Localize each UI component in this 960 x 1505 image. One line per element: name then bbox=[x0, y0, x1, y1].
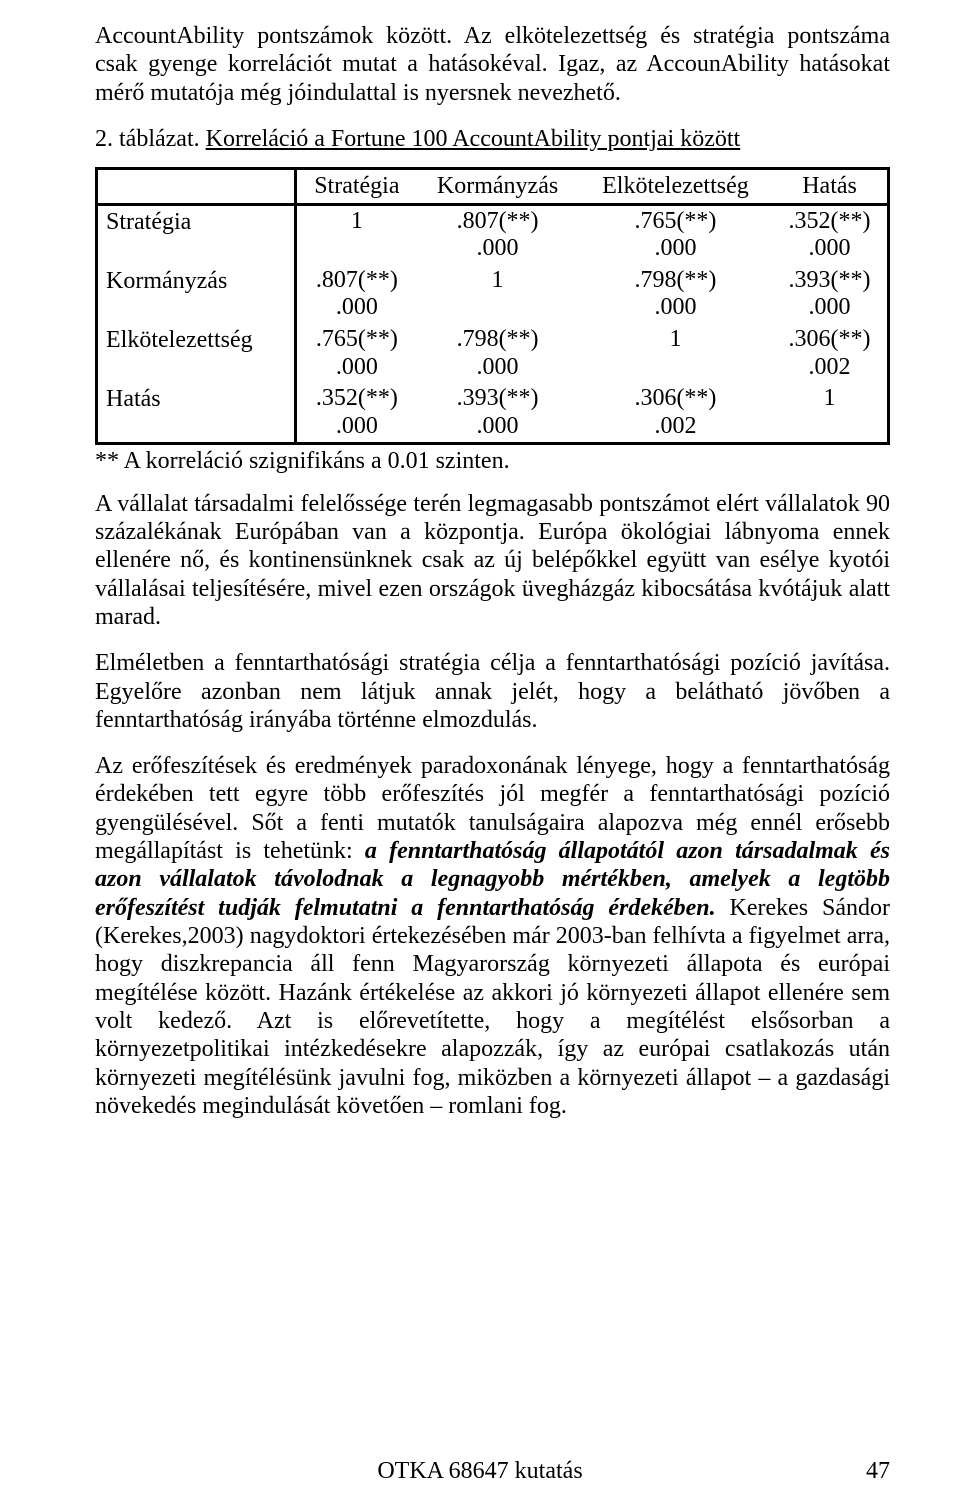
table-cell: .798(**).000 bbox=[416, 324, 578, 383]
table-row-label: Elkötelezettség bbox=[97, 324, 296, 383]
table-cell: .352(**).000 bbox=[772, 204, 888, 265]
cell-sig: .000 bbox=[585, 294, 766, 322]
table-footnote: ** A korreláció szignifikáns a 0.01 szin… bbox=[95, 447, 890, 475]
paragraph-4: Elméletben a fenntarthatósági stratégia … bbox=[95, 649, 890, 734]
cell-sig: .000 bbox=[303, 354, 410, 382]
cell-value: .765(**) bbox=[585, 208, 766, 236]
table-cell: 1 bbox=[579, 324, 772, 383]
table-row: Hatás .352(**).000 .393(**).000 .306(**)… bbox=[97, 383, 889, 444]
page: AccountAbility pontszámok között. Az elk… bbox=[0, 0, 960, 1505]
cell-value: .807(**) bbox=[303, 267, 410, 295]
cell-value: .798(**) bbox=[422, 326, 572, 354]
cell-sig: .000 bbox=[778, 294, 881, 322]
paragraph-5: Az erőfeszítések és eredmények paradoxon… bbox=[95, 752, 890, 1120]
cell-value: .306(**) bbox=[585, 385, 766, 413]
table-header-row: Stratégia Kormányzás Elkötelezettség Hat… bbox=[97, 169, 889, 204]
footer-text: OTKA 68647 kutatás bbox=[377, 1458, 582, 1484]
cell-value: .393(**) bbox=[422, 385, 572, 413]
cell-value: 1 bbox=[422, 267, 572, 295]
table-row-label: Kormányzás bbox=[97, 265, 296, 324]
table-cell: .765(**).000 bbox=[579, 204, 772, 265]
cell-sig: .000 bbox=[422, 354, 572, 382]
table-cell: .807(**).000 bbox=[416, 204, 578, 265]
table-header-cell: Hatás bbox=[772, 169, 888, 204]
cell-sig: .000 bbox=[422, 235, 572, 263]
cell-sig: .002 bbox=[778, 354, 881, 382]
table-cell: 1 bbox=[772, 383, 888, 444]
caption-title: Korreláció a Fortune 100 AccountAbility … bbox=[206, 126, 741, 152]
cell-value: .352(**) bbox=[303, 385, 410, 413]
cell-sig: .002 bbox=[585, 413, 766, 441]
paragraph-3: A vállalat társadalmi felelőssége terén … bbox=[95, 490, 890, 632]
table-row: Elkötelezettség .765(**).000 .798(**).00… bbox=[97, 324, 889, 383]
table-row: Stratégia 1 .807(**).000 .765(**).000 .3… bbox=[97, 204, 889, 265]
table-caption: 2. táblázat. Korreláció a Fortune 100 Ac… bbox=[95, 125, 890, 153]
correlation-table: Stratégia Kormányzás Elkötelezettség Hat… bbox=[95, 167, 890, 445]
cell-sig: .000 bbox=[303, 294, 410, 322]
cell-value: .807(**) bbox=[422, 208, 572, 236]
table-cell: .798(**).000 bbox=[579, 265, 772, 324]
cell-value: .352(**) bbox=[778, 208, 881, 236]
cell-sig: .000 bbox=[778, 235, 881, 263]
table-cell: .807(**).000 bbox=[296, 265, 416, 324]
table-header-empty bbox=[97, 169, 296, 204]
table-row-label: Stratégia bbox=[97, 204, 296, 265]
paragraph-5-part-c: Kerekes Sándor (Kerekes,2003) nagydoktor… bbox=[95, 895, 890, 1119]
cell-value: .393(**) bbox=[778, 267, 881, 295]
cell-value: 1 bbox=[303, 208, 410, 236]
cell-sig: .000 bbox=[585, 235, 766, 263]
table-header-cell: Stratégia bbox=[296, 169, 416, 204]
cell-value: .798(**) bbox=[585, 267, 766, 295]
table-header-cell: Elkötelezettség bbox=[579, 169, 772, 204]
table-header-cell: Kormányzás bbox=[416, 169, 578, 204]
table-cell: .393(**).000 bbox=[772, 265, 888, 324]
table-cell: .352(**).000 bbox=[296, 383, 416, 444]
cell-sig: .000 bbox=[303, 413, 410, 441]
cell-value: 1 bbox=[778, 385, 881, 413]
page-number: 47 bbox=[866, 1457, 890, 1485]
table-cell: .306(**).002 bbox=[772, 324, 888, 383]
table-row-label: Hatás bbox=[97, 383, 296, 444]
paragraph-1: AccountAbility pontszámok között. Az elk… bbox=[95, 22, 890, 107]
table-cell: 1 bbox=[416, 265, 578, 324]
table-cell: .393(**).000 bbox=[416, 383, 578, 444]
cell-sig: .000 bbox=[422, 413, 572, 441]
table-cell: .765(**).000 bbox=[296, 324, 416, 383]
caption-label: 2. táblázat. bbox=[95, 126, 206, 152]
cell-value: .306(**) bbox=[778, 326, 881, 354]
cell-value: 1 bbox=[585, 326, 766, 354]
table-cell: .306(**).002 bbox=[579, 383, 772, 444]
cell-value: .765(**) bbox=[303, 326, 410, 354]
page-footer: OTKA 68647 kutatás 47 bbox=[0, 1457, 960, 1485]
table-cell: 1 bbox=[296, 204, 416, 265]
table-row: Kormányzás .807(**).000 1 .798(**).000 .… bbox=[97, 265, 889, 324]
